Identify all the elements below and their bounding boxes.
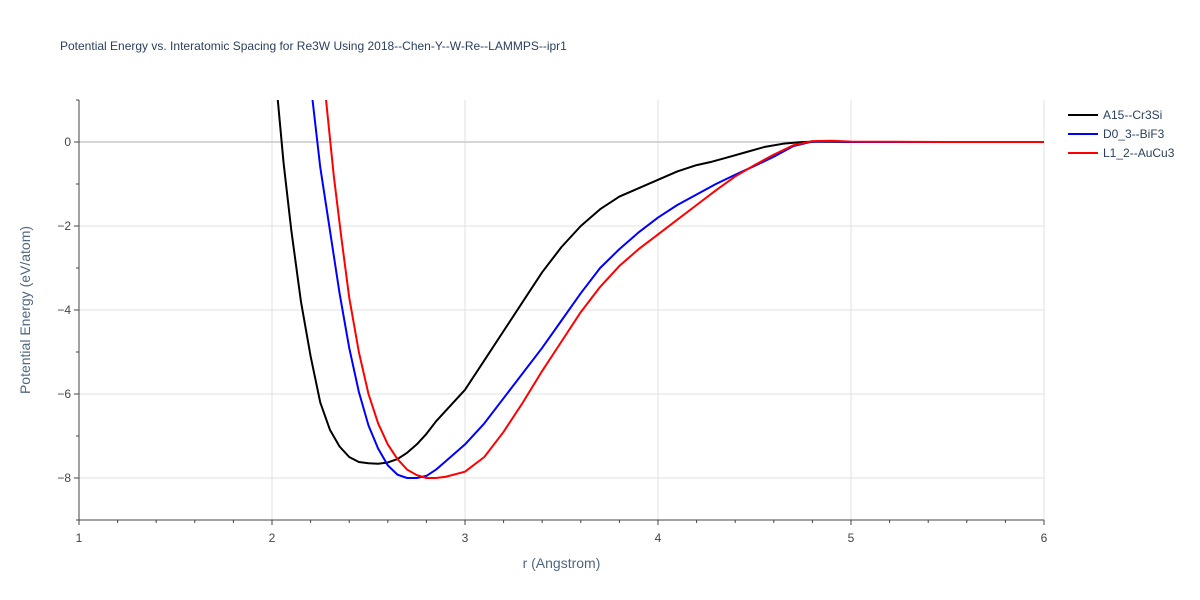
y-axis-title: Potential Energy (eV/atom) xyxy=(17,226,33,394)
series-line-0 xyxy=(276,100,1044,465)
legend-label: L1_2--AuCu3 xyxy=(1103,146,1175,160)
x-axis-title: r (Angstrom) xyxy=(523,555,601,571)
x-tick-label: 2 xyxy=(269,531,276,545)
series-line-1 xyxy=(311,100,1044,479)
legend-label: D0_3--BiF3 xyxy=(1103,127,1165,141)
legend[interactable]: A15--Cr3Si D0_3--BiF3 L1_2--AuCu3 xyxy=(1068,108,1175,160)
chart-title: Potential Energy vs. Interatomic Spacing… xyxy=(60,39,567,53)
x-tick-label: 5 xyxy=(848,531,855,545)
y-tick-label: −6 xyxy=(57,387,71,401)
legend-label: A15--Cr3Si xyxy=(1103,108,1162,122)
y-tick-label: −2 xyxy=(57,219,71,233)
y-tick-label: −8 xyxy=(57,471,71,485)
x-tick-label: 4 xyxy=(655,531,662,545)
y-tick-label: 0 xyxy=(64,135,71,149)
x-tick-label: 3 xyxy=(462,531,469,545)
legend-item[interactable]: D0_3--BiF3 xyxy=(1068,127,1165,141)
legend-item[interactable]: A15--Cr3Si xyxy=(1068,108,1162,122)
series-layer xyxy=(276,100,1044,479)
x-tick-labels: 1 2 3 4 5 6 xyxy=(76,531,1048,545)
grid xyxy=(79,100,1045,520)
x-tick-label: 6 xyxy=(1041,531,1048,545)
legend-item[interactable]: L1_2--AuCu3 xyxy=(1068,146,1175,160)
y-tick-label: −4 xyxy=(57,303,71,317)
y-tick-labels: 0 −2 −4 −6 −8 xyxy=(57,135,71,485)
axes xyxy=(74,99,1045,525)
x-tick-label: 1 xyxy=(76,531,83,545)
series-line-2 xyxy=(325,100,1044,479)
